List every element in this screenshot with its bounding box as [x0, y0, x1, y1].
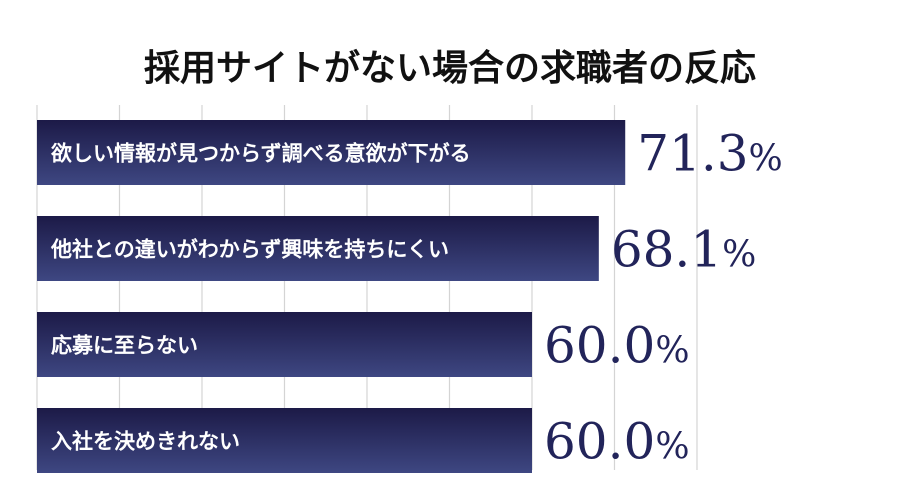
chart-title: 採用サイトがない場合の求職者の反応	[144, 48, 756, 89]
bar-label-3: 応募に至らない	[51, 334, 198, 358]
bars: 欲しい情報が見つからず調べる意欲が下がる 71.3% 他社との違いがわからず興味を持…	[37, 120, 783, 473]
bar-label-1: 欲しい情報が見つからず調べる意欲が下がる	[50, 142, 471, 166]
bar-3	[37, 312, 532, 377]
bar-2	[37, 216, 599, 281]
bar-1	[37, 120, 626, 185]
bar-4	[37, 408, 532, 473]
value-label-1: 71.3%	[637, 125, 783, 183]
value-label-3: 60.0%	[544, 317, 690, 375]
value-label-2: 68.1%	[611, 221, 757, 279]
bar-label-2: 他社との違いがわからず興味を持ちにくい	[50, 238, 449, 262]
bar-label-4: 入社を決めきれない	[51, 430, 240, 454]
value-label-4: 60.0%	[544, 413, 690, 471]
